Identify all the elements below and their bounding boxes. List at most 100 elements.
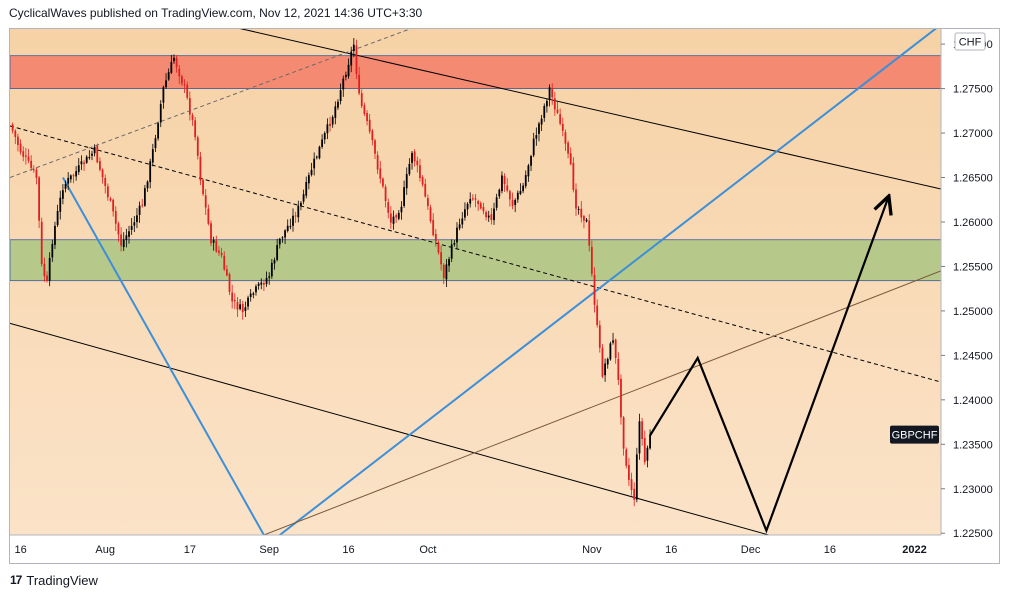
candle-body-71 — [199, 156, 202, 181]
candle-body-134 — [366, 113, 368, 121]
candle-body-77 — [215, 240, 218, 252]
candle-body-90 — [249, 293, 252, 297]
candle-body-150 — [408, 163, 411, 175]
candle-body-230 — [620, 378, 622, 418]
candle-body-57 — [162, 87, 165, 103]
trendline-4 — [279, 29, 937, 535]
candle-body-87 — [241, 303, 244, 313]
candle-body-97 — [268, 276, 271, 278]
candle-body-129 — [352, 44, 355, 52]
candle-body-113 — [310, 169, 313, 175]
candle-body-96 — [265, 277, 268, 285]
candle-body-208 — [561, 124, 564, 131]
candle-body-154 — [419, 165, 421, 178]
candle-body-17 — [56, 210, 59, 226]
trendline-0 — [239, 29, 941, 190]
x-tick-label-3: Sep — [259, 544, 279, 556]
candle-body-63 — [178, 68, 181, 77]
candle-body-240 — [646, 447, 649, 461]
candle-body-107 — [294, 215, 297, 217]
candle-body-8 — [32, 169, 35, 171]
candle-body-168 — [456, 227, 458, 243]
trendline-1 — [10, 322, 771, 535]
candle-body-3 — [19, 143, 22, 153]
chart-background — [10, 29, 941, 535]
candle-body-229 — [617, 358, 620, 381]
candle-body-15 — [51, 243, 54, 258]
candle-body-88 — [244, 307, 247, 312]
publisher-line: CyclicalWaves published on TradingView.c… — [9, 6, 423, 20]
candle-body-222 — [598, 325, 601, 348]
plot-layer — [10, 29, 941, 535]
candle-body-89 — [247, 297, 249, 307]
candle-body-153 — [416, 160, 419, 166]
candle-body-228 — [614, 339, 617, 358]
candle-body-178 — [482, 207, 485, 212]
candle-body-199 — [538, 123, 540, 134]
candle-body-185 — [501, 175, 503, 192]
x-tick-label-8: Dec — [741, 544, 761, 556]
candle-body-56 — [159, 104, 162, 123]
candle-body-220 — [593, 274, 596, 305]
candle-body-156 — [424, 183, 427, 197]
x-tick-label-5: Oct — [419, 544, 436, 556]
candle-body-138 — [376, 155, 379, 170]
candle-body-146 — [397, 212, 400, 219]
candle-body-123 — [337, 101, 339, 108]
candle-body-237 — [638, 421, 641, 454]
candle-body-33 — [99, 161, 101, 170]
candle-body-124 — [339, 90, 342, 102]
candle-body-125 — [342, 78, 345, 90]
candle-body-130 — [355, 45, 358, 74]
candle-body-206 — [556, 109, 559, 113]
candle-body-219 — [590, 246, 593, 274]
candle-body-116 — [318, 146, 321, 159]
candle-body-163 — [442, 264, 445, 278]
candle-body-189 — [511, 200, 514, 206]
y-tick-label-4: 1.26000 — [953, 217, 993, 229]
candle-body-239 — [643, 437, 646, 463]
candle-body-109 — [300, 202, 302, 207]
candle-body-103 — [284, 230, 286, 238]
candle-body-131 — [358, 74, 361, 94]
candle-body-196 — [530, 156, 532, 166]
candle-body-193 — [522, 185, 525, 192]
y-tick-label-3: 1.26500 — [953, 173, 993, 185]
candle-body-69 — [194, 120, 197, 138]
candle-body-165 — [448, 259, 450, 266]
candle-body-120 — [329, 123, 331, 126]
candle-body-221 — [596, 305, 599, 326]
chart-area[interactable] — [9, 28, 1000, 564]
tradingview-logo-icon[interactable]: 17 — [10, 573, 22, 587]
candle-body-67 — [188, 98, 191, 115]
candle-body-12 — [43, 263, 46, 277]
candle-body-233 — [628, 465, 630, 480]
candle-body-73 — [204, 195, 207, 208]
x-tick-label-9: 16 — [824, 544, 836, 556]
candle-body-183 — [495, 197, 498, 208]
trendline-5 — [62, 177, 265, 535]
symbol-tag — [890, 425, 939, 444]
candle-body-13 — [46, 275, 48, 281]
y-tick-label-5: 1.25500 — [953, 261, 993, 273]
candle-body-177 — [479, 203, 482, 209]
y-tick-label-6: 1.25000 — [953, 306, 993, 318]
candle-body-152 — [413, 151, 416, 162]
candle-body-0 — [11, 124, 14, 131]
candle-body-132 — [360, 93, 363, 107]
brand-text[interactable]: TradingView — [26, 572, 98, 588]
candle-body-187 — [506, 185, 509, 191]
candle-body-179 — [485, 212, 487, 218]
candle-body-160 — [434, 233, 437, 242]
candle-body-62 — [175, 57, 178, 68]
candle-body-24 — [75, 171, 78, 177]
candle-body-27 — [83, 162, 85, 165]
candle-body-159 — [432, 219, 435, 236]
candle-body-5 — [24, 155, 27, 157]
x-tick-label-2: 17 — [184, 544, 196, 556]
candle-body-74 — [207, 208, 210, 224]
candle-body-70 — [196, 137, 199, 156]
currency-label: CHF — [959, 37, 982, 49]
candle-body-209 — [564, 132, 567, 144]
